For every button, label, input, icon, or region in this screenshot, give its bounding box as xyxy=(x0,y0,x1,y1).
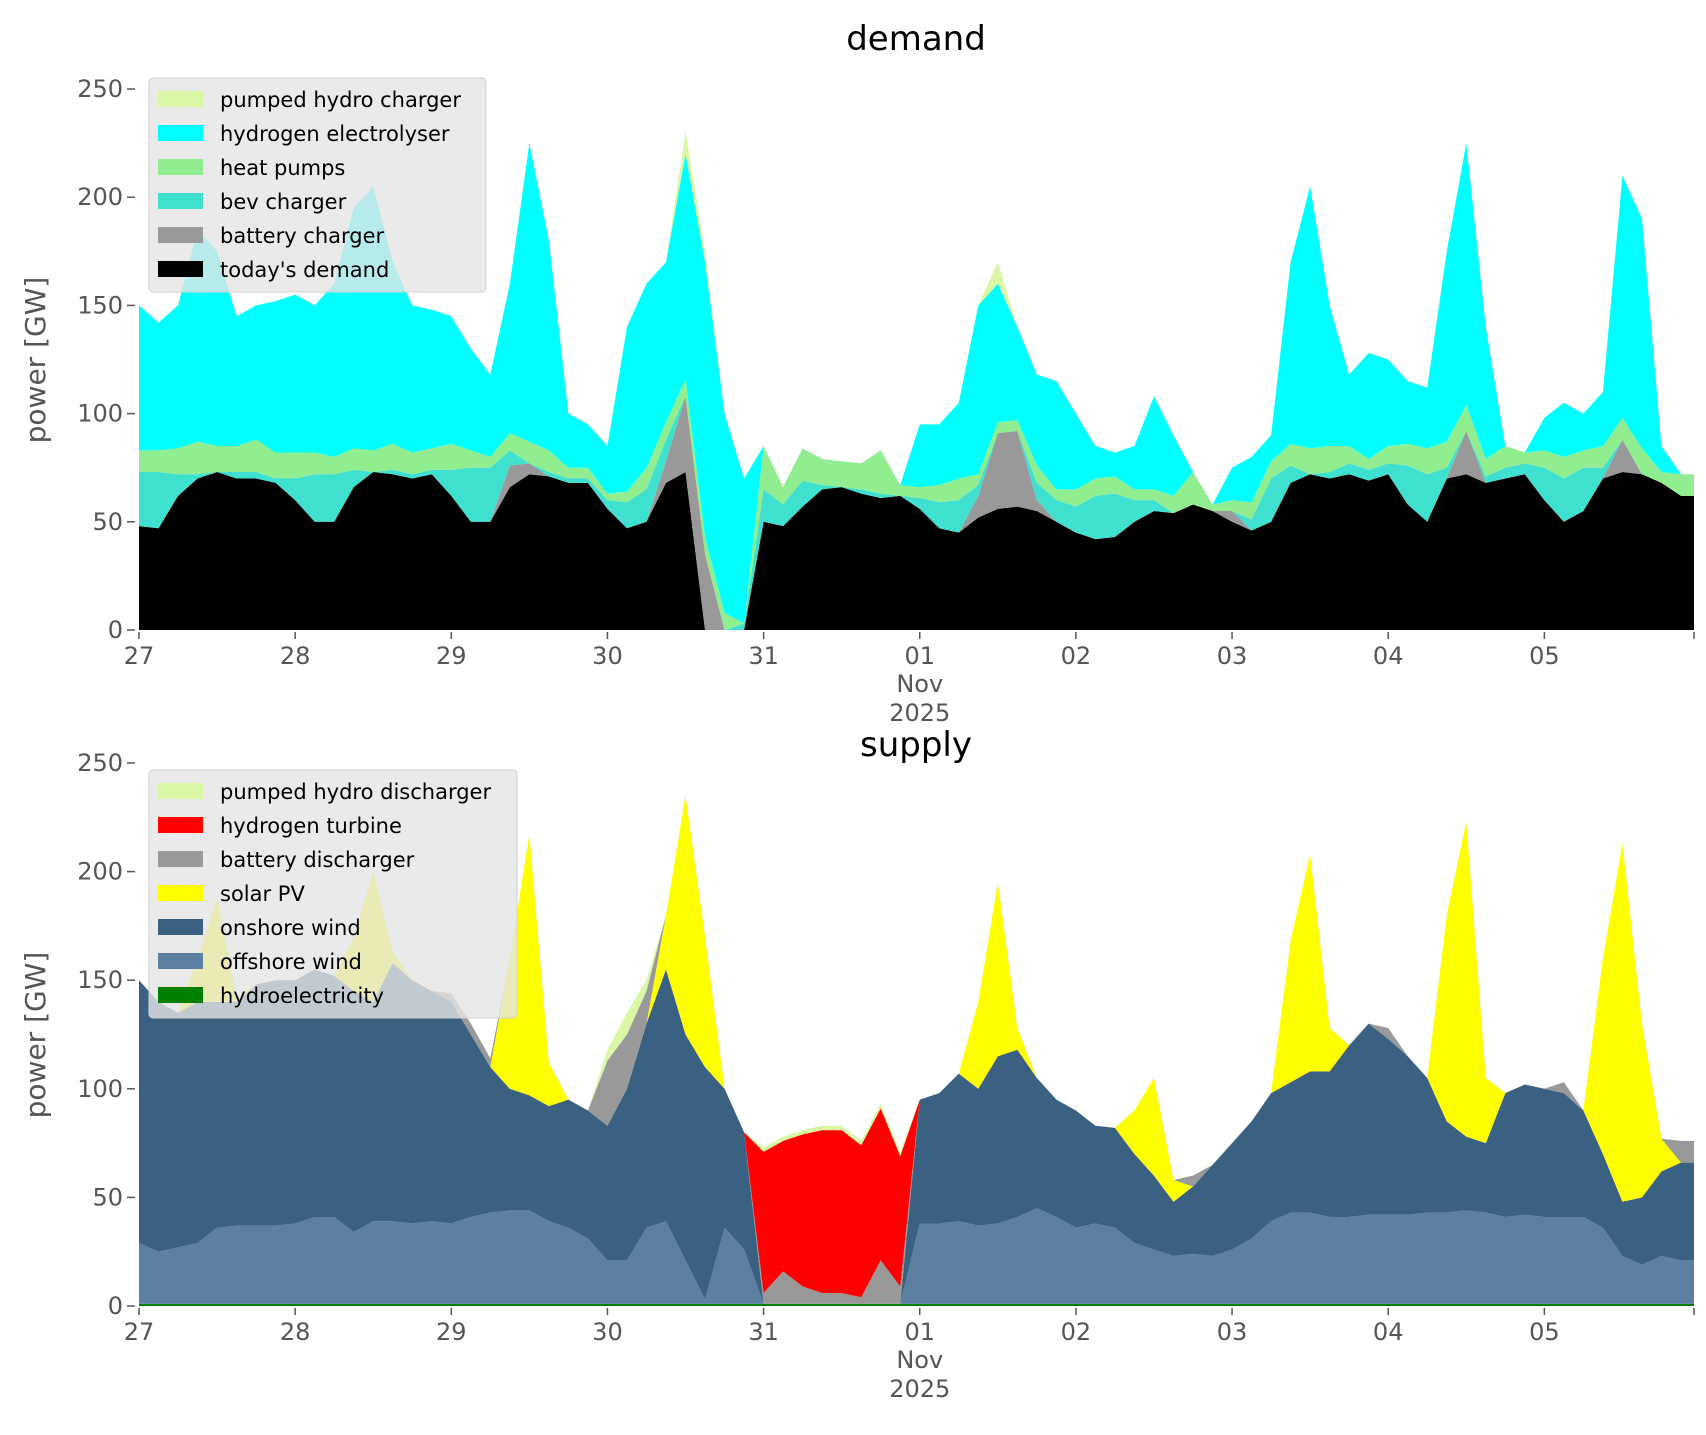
legend-label: pumped hydro charger xyxy=(220,88,461,112)
y-tick-label: 50 xyxy=(92,1183,123,1211)
x-tick-label: 28 xyxy=(280,642,311,670)
x-tick-sublabel: Nov xyxy=(896,1346,943,1374)
y-tick-label: 100 xyxy=(77,1075,123,1103)
chart-title: supply xyxy=(860,725,972,765)
x-tick-label: 02 xyxy=(1061,642,1092,670)
legend-box xyxy=(148,769,518,1019)
x-tick-sublabel: Nov xyxy=(896,670,943,698)
area-hydroelectricity xyxy=(139,1303,1694,1306)
x-tick-label: 31 xyxy=(748,642,779,670)
area-heat-pumps xyxy=(139,378,1694,630)
y-tick-label: 100 xyxy=(77,400,123,428)
x-tick-label: 04 xyxy=(1373,1318,1404,1346)
legend-swatch xyxy=(158,783,203,799)
x-tick-label: 05 xyxy=(1529,1318,1560,1346)
legend-swatch xyxy=(158,261,203,277)
y-tick-label: 200 xyxy=(77,183,123,211)
y-tick-label: 150 xyxy=(77,291,123,319)
y-tick-label: 250 xyxy=(77,749,123,777)
x-tick-label: 31 xyxy=(748,1318,779,1346)
x-tick-label: 02 xyxy=(1061,1318,1092,1346)
x-tick-label: 30 xyxy=(592,1318,623,1346)
legend-label: battery charger xyxy=(220,224,385,248)
x-tick-sublabel: 2025 xyxy=(889,1375,950,1403)
area-offshore-wind xyxy=(139,1208,1694,1304)
y-tick-label: 50 xyxy=(92,508,123,536)
legend-label: bev charger xyxy=(220,190,347,214)
area-solar-pv xyxy=(139,795,1694,1304)
x-tick-label: 29 xyxy=(436,1318,467,1346)
y-tick-label: 0 xyxy=(108,1292,123,1320)
legend-swatch xyxy=(158,987,203,1003)
legend-swatch xyxy=(158,851,203,867)
x-tick-label: 27 xyxy=(124,1318,155,1346)
x-tick-label: 03 xyxy=(1217,642,1248,670)
legend-label: hydroelectricity xyxy=(220,984,384,1008)
legend-swatch xyxy=(158,953,203,969)
chart-title: demand xyxy=(846,19,986,59)
x-tick-sublabel: 2025 xyxy=(889,699,950,727)
legend-swatch xyxy=(158,125,203,141)
area-today-s-demand xyxy=(139,472,1694,630)
legend-label: hydrogen turbine xyxy=(220,814,402,838)
legend-label: battery discharger xyxy=(220,848,415,872)
legend-label: hydrogen electrolyser xyxy=(220,122,450,146)
x-tick-label: 05 xyxy=(1529,642,1560,670)
legend-box xyxy=(148,77,487,293)
legend-label: today's demand xyxy=(220,258,389,282)
y-tick-label: 200 xyxy=(77,858,123,886)
x-tick-label: 01 xyxy=(904,1318,935,1346)
area-hydrogen-electrolyser xyxy=(139,143,1694,624)
legend-label: pumped hydro discharger xyxy=(220,780,491,804)
x-tick-label: 28 xyxy=(280,1318,311,1346)
legend-swatch xyxy=(158,193,203,209)
x-tick-label: 04 xyxy=(1373,642,1404,670)
legend-label: heat pumps xyxy=(220,156,345,180)
legend-swatch xyxy=(158,817,203,833)
legend-swatch xyxy=(158,159,203,175)
legend-swatch xyxy=(158,91,203,107)
y-axis-label: power [GW] xyxy=(19,277,52,444)
legend-label: solar PV xyxy=(220,882,305,906)
legend-label: offshore wind xyxy=(220,950,362,974)
legend-swatch xyxy=(158,885,203,901)
x-tick-label: 29 xyxy=(436,642,467,670)
x-tick-label: 27 xyxy=(124,642,155,670)
x-tick-label: 03 xyxy=(1217,1318,1248,1346)
legend-swatch xyxy=(158,227,203,243)
legend-label: onshore wind xyxy=(220,916,361,940)
x-tick-label: 30 xyxy=(592,642,623,670)
y-tick-label: 250 xyxy=(77,75,123,103)
y-tick-label: 0 xyxy=(108,616,123,644)
legend-swatch xyxy=(158,919,203,935)
y-axis-label: power [GW] xyxy=(19,952,52,1119)
x-tick-label: 01 xyxy=(904,642,935,670)
y-tick-label: 150 xyxy=(77,966,123,994)
